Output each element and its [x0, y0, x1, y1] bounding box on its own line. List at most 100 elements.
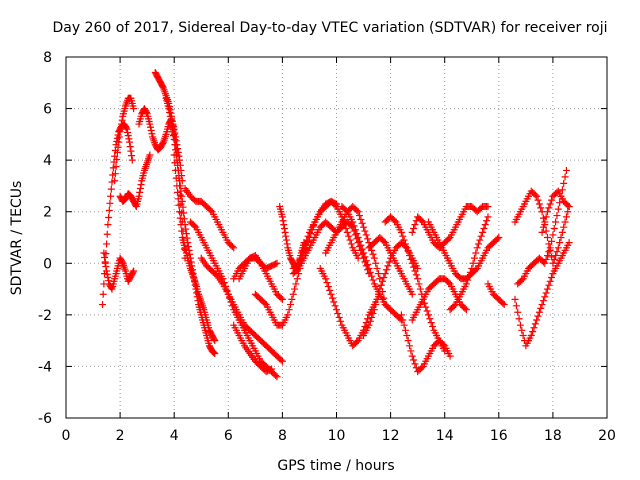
data-point [483, 217, 491, 225]
data-point [327, 290, 335, 298]
data-point [410, 356, 418, 364]
data-point [372, 301, 380, 309]
series-sat-af [514, 166, 570, 288]
data-point [408, 290, 416, 298]
y-tick-label: 2 [43, 205, 52, 221]
data-point [364, 235, 372, 243]
data-point [211, 350, 219, 358]
data-point [464, 276, 472, 284]
data-point [384, 262, 392, 270]
x-tick-label: 10 [328, 428, 346, 444]
data-point [146, 151, 154, 159]
data-point [446, 352, 454, 360]
data-points [99, 68, 573, 381]
data-point [210, 349, 218, 357]
data-point [554, 205, 562, 213]
x-tick-label: 20 [598, 428, 616, 444]
data-point [107, 185, 115, 193]
data-point [261, 299, 269, 307]
data-point [358, 245, 366, 253]
data-point [529, 328, 537, 336]
data-point [561, 173, 569, 181]
data-point [101, 258, 109, 266]
data-point [518, 326, 526, 334]
data-point [324, 282, 332, 290]
data-point [128, 156, 136, 164]
data-point [282, 232, 290, 240]
data-point [280, 224, 288, 232]
data-point [168, 117, 176, 125]
data-point [411, 221, 419, 229]
data-point [406, 342, 414, 350]
series-sat-n [235, 252, 281, 283]
data-point [283, 240, 291, 248]
data-point [538, 228, 546, 236]
data-point [530, 324, 538, 332]
data-point [102, 263, 110, 271]
data-point [422, 303, 430, 311]
data-point [404, 337, 412, 345]
data-point [527, 331, 535, 339]
data-point [346, 236, 354, 244]
data-point [167, 109, 175, 117]
data-point [172, 146, 180, 154]
data-point [117, 124, 125, 132]
data-point [511, 295, 519, 303]
data-point [147, 126, 155, 134]
data-point [284, 311, 292, 319]
data-point [418, 364, 426, 372]
data-point [516, 321, 524, 329]
data-point [129, 268, 137, 276]
data-point [368, 313, 376, 321]
data-point [366, 268, 374, 276]
data-point [211, 337, 219, 345]
data-point [342, 206, 350, 214]
data-point [362, 257, 370, 265]
y-tick-label: 0 [43, 256, 52, 272]
data-point [266, 366, 274, 374]
data-point [117, 120, 125, 128]
data-point [554, 244, 562, 252]
data-point [360, 223, 368, 231]
data-point [401, 240, 409, 248]
data-point [369, 310, 377, 318]
data-point [282, 236, 290, 244]
data-point [512, 302, 520, 310]
data-point [469, 259, 477, 267]
series-sat-d [116, 151, 154, 211]
data-point [323, 279, 331, 287]
series-sat-l [230, 321, 276, 376]
data-point [277, 294, 285, 302]
data-point [277, 356, 285, 364]
data-point [337, 317, 345, 325]
data-point [281, 228, 289, 236]
data-point [552, 218, 560, 226]
data-point [408, 259, 416, 267]
data-point [461, 304, 469, 312]
data-point [347, 240, 355, 248]
series-sat-j [186, 218, 281, 381]
y-tick-label: -2 [38, 308, 52, 324]
data-point [403, 244, 411, 252]
data-point [107, 192, 115, 200]
data-point [366, 317, 374, 325]
data-point [103, 230, 111, 238]
data-point [407, 347, 415, 355]
y-tick-labels: -6 -4 -2 0 2 4 6 8 [38, 50, 52, 427]
data-point [147, 123, 155, 131]
series-sat-i [181, 185, 238, 252]
data-point [561, 218, 569, 226]
data-point [116, 128, 124, 136]
data-point [135, 192, 143, 200]
data-point [445, 235, 453, 243]
series-sat-y [397, 311, 454, 376]
data-point [374, 290, 382, 298]
data-point [114, 143, 122, 151]
series-sat-h [170, 151, 219, 345]
data-point [400, 321, 408, 329]
data-point [475, 240, 483, 248]
data-point [278, 295, 286, 303]
data-point [518, 276, 526, 284]
data-point [209, 348, 217, 356]
data-point [493, 235, 501, 243]
